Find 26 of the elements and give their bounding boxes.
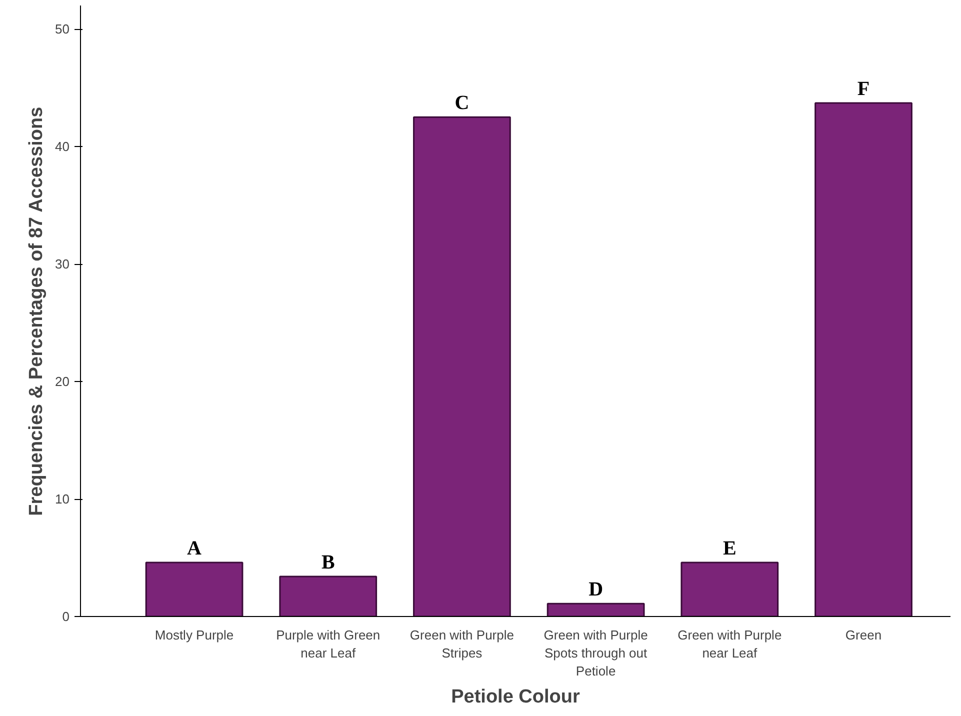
y-tick-label: 30 <box>55 256 70 272</box>
x-tick-label: Purple with Green near Leaf <box>276 628 380 660</box>
annotation: E <box>722 537 736 560</box>
bar <box>814 102 912 616</box>
y-tick-label: 10 <box>55 492 70 506</box>
annotation: B <box>321 552 335 574</box>
x-tick-label: Green with Purple near Leaf <box>678 628 782 660</box>
x-tick-label: Green with Purple Stripes <box>410 628 514 660</box>
bar <box>413 116 511 616</box>
y-tick-label: 20 <box>55 374 70 389</box>
bar <box>680 562 779 616</box>
y-axis-title: Frequencies & Percentages of 87 Accessions <box>26 106 48 516</box>
annotation: F <box>857 78 870 100</box>
x-tick-label: Green <box>845 628 882 642</box>
x-axis-title: Petiole Colour <box>451 686 580 708</box>
x-tick-label: Green with Purple Spots through out Petiole <box>544 628 648 678</box>
bar <box>279 576 378 616</box>
y-tick-label: 40 <box>55 139 70 154</box>
annotation: C <box>454 92 470 114</box>
annotation: D <box>588 578 604 601</box>
x-tick-label: Mostly Purple <box>154 628 234 642</box>
annotation: A <box>187 537 202 560</box>
y-tick-label: 0 <box>62 609 70 624</box>
bar <box>546 602 645 616</box>
bar <box>145 562 244 616</box>
y-tick-label: 50 <box>55 22 70 36</box>
